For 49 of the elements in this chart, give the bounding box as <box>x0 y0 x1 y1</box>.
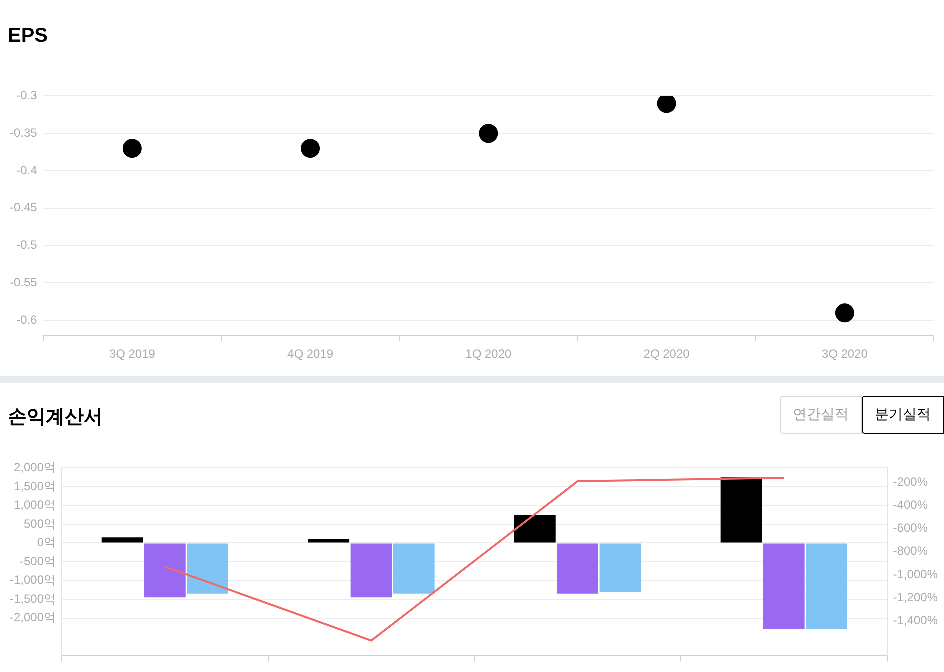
y2-tick-label: -400% <box>893 498 928 512</box>
y-tick-label: 500억 <box>24 516 56 531</box>
y-tick-label: -1,500억 <box>10 592 56 606</box>
bar <box>806 544 848 630</box>
text: 연간실적 <box>780 396 862 434</box>
y-tick-label: -0.35 <box>10 126 38 140</box>
y-tick-label: 1,000억 <box>14 498 56 512</box>
y2-tick-label: -1,200% <box>893 590 938 604</box>
point <box>301 139 320 158</box>
bar <box>393 544 435 594</box>
y-tick-label: -0.5 <box>16 238 38 252</box>
x-tick-label: 3Q 2019 <box>109 347 156 362</box>
bar <box>763 544 805 630</box>
y-tick-label: 0억 <box>37 536 56 550</box>
x-tick-label: 3Q 2020 <box>822 347 868 362</box>
bar <box>350 544 392 598</box>
y-tick-label: 1,500억 <box>14 479 56 494</box>
y-tick-label: 2,000억 <box>14 460 56 475</box>
bar <box>144 544 186 598</box>
point <box>657 96 676 114</box>
y-tick-label: -500억 <box>20 554 56 568</box>
bar <box>514 515 556 543</box>
y-tick-label: -1,000억 <box>10 573 56 588</box>
y2-tick-label: -200% <box>893 474 928 489</box>
bar <box>308 539 350 543</box>
text: 분기실적 <box>862 396 944 434</box>
bar <box>557 544 599 594</box>
y-tick-label: -0.45 <box>10 200 38 215</box>
x-tick-label: 4Q 2019 <box>288 347 334 362</box>
point <box>122 139 142 158</box>
bar <box>600 544 642 592</box>
y2-tick-label: -1,000% <box>893 567 938 582</box>
chart-title: 손익계산서 <box>8 406 103 430</box>
y-tick-label: -0.55 <box>10 276 38 290</box>
y-tick-label: -0.4 <box>16 163 38 178</box>
y-tick-label: -0.6 <box>16 312 38 327</box>
x-tick-label: 1Q 2020 <box>466 347 512 362</box>
y-tick-label: -0.3 <box>16 88 38 103</box>
y2-tick-label: -1,400% <box>893 613 938 628</box>
chart-title: EPS <box>8 25 48 48</box>
y2-tick-label: -600% <box>893 521 928 536</box>
point <box>479 124 498 144</box>
y-tick-label: -2,000억 <box>10 610 56 625</box>
x-tick-label: 2Q 2020 <box>644 347 690 362</box>
point <box>835 304 854 323</box>
y2-tick-label: -800% <box>893 544 928 558</box>
bar <box>187 544 229 594</box>
bar <box>720 478 762 543</box>
bar <box>102 538 144 543</box>
